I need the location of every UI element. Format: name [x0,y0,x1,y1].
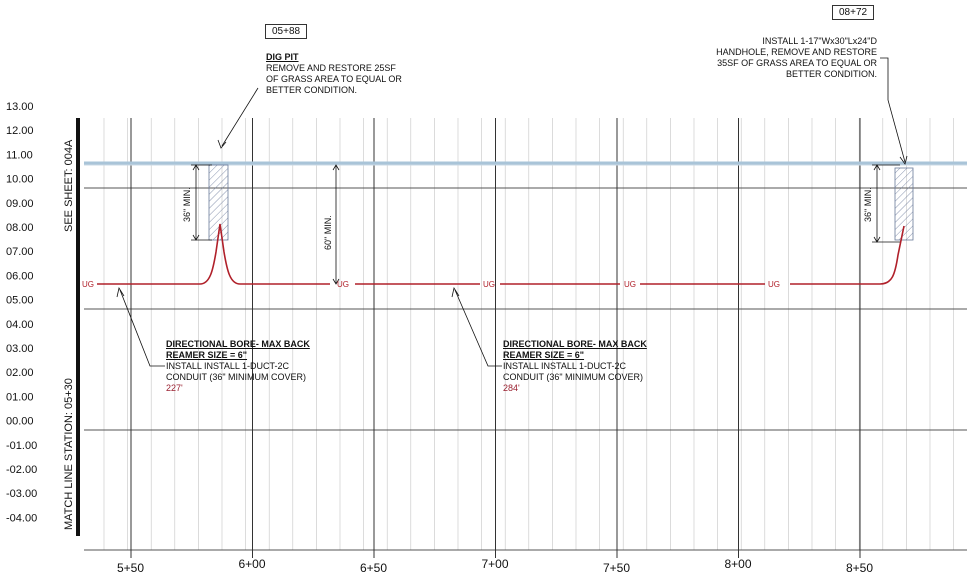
elevation-label: -04.00 [6,512,37,524]
handhole-station-box: 08+72 [832,5,875,20]
dig-pit-line: REMOVE AND RESTORE 25SF [266,63,396,73]
ug-label: UG [768,280,780,289]
elevation-label: 11.00 [6,149,33,161]
bore-2-leader-arrow [451,286,460,298]
elevation-label: 01.00 [6,391,34,403]
handhole-line: INSTALL 1-17"Wx30"Lx24"D [762,36,877,46]
pit-cover-label: 36" MIN. [182,187,192,222]
dig-pit-box [208,164,229,241]
station-label: 8+00 [725,557,752,571]
dig-pit-line: OF GRASS AREA TO EQUAL OR [266,74,402,84]
bore-1-line: INSTALL INSTALL 1-DUCT-2C [166,361,290,371]
dig-pit-leader [221,87,259,147]
handhole-callout: INSTALL 1-17"Wx30"Lx24"D HANDHOLE, REMOV… [716,36,877,80]
elevation-label: 12.00 [6,125,34,137]
handhole-box [894,167,914,241]
elevation-label: 06.00 [6,270,34,282]
dig-pit-station-box: 05+88 [265,24,308,39]
bore-1-subtitle: REAMER SIZE = 6" [166,350,248,360]
bore-2-leader [454,289,502,367]
elevation-label: -01.00 [6,440,37,452]
elevation-label: 00.00 [6,416,34,428]
match-line-label: MATCH LINE STATION: 05+30 [63,378,75,530]
ug-label: UG [82,280,94,289]
handhole-cover-label: 36" MIN. [863,187,873,222]
dig-pit-callout: DIG PIT REMOVE AND RESTORE 25SF OF GRASS… [266,52,402,96]
bore-2-subtitle: REAMER SIZE = 6" [503,350,585,360]
mid-cover-label: 60" MIN. [323,215,333,250]
elevation-label: 08.00 [6,222,34,234]
elevation-label: -03.00 [6,488,37,500]
handhole-line: BETTER CONDITION. [785,69,877,79]
ug-label: UG [483,280,495,289]
bore-2-callout: DIRECTIONAL BORE- MAX BACK REAMER SIZE =… [503,339,647,394]
station-label: 6+50 [360,561,387,575]
elevation-label: 05.00 [6,295,34,307]
elevation-axis: 13.00 12.00 11.00 10.00 09.00 08.00 07.00 06.00… [6,101,37,524]
handhole-line: 35SF OF GRASS AREA TO EQUAL OR [717,58,877,68]
bore-2-length: 284' [503,383,520,393]
elevation-label: 07.00 [6,246,34,258]
station-label: 7+00 [482,557,509,571]
elevation-label: 03.00 [6,343,34,355]
elevation-label: 10.00 [6,174,34,186]
elevation-label: 02.00 [6,367,34,379]
match-line-bar [76,118,80,536]
elevation-label: 09.00 [6,198,34,210]
ug-label: UG [624,280,636,289]
dig-pit-leader-arrow [217,139,227,149]
bore-1-line: CONDUIT (36" MINIMUM COVER) [166,372,307,382]
station-axis: 5+50 6+00 6+50 7+00 7+50 8+00 8+50 [117,557,873,575]
ug-label: UG [337,280,349,289]
elevation-label: -02.00 [6,464,37,476]
handhole-leader-arrow [899,155,908,165]
station-label: 8+50 [846,561,873,575]
bore-2-line: INSTALL INSTALL 1-DUCT-2C [503,361,627,371]
station-label: 5+50 [117,561,144,575]
elevation-label: 13.00 [6,101,34,113]
see-sheet-label: SEE SHEET: 004A [63,139,75,232]
handhole-leader [880,57,906,163]
bore-2-title: DIRECTIONAL BORE- MAX BACK [503,339,647,349]
bore-1-callout: DIRECTIONAL BORE- MAX BACK REAMER SIZE =… [166,339,310,394]
bore-1-leader [119,289,165,367]
elevation-label: 04.00 [6,319,34,331]
mid-cover-dimension [332,164,340,285]
bore-1-length: 227' [166,383,183,393]
station-label: 7+50 [603,561,630,575]
pit-cover-dimension [191,164,212,241]
handhole-line: HANDHOLE, REMOVE AND RESTORE [716,47,877,57]
bore-1-title: DIRECTIONAL BORE- MAX BACK [166,339,310,349]
bore-1-leader-arrow [116,286,125,298]
conduit-profile [97,223,905,285]
dig-pit-title: DIG PIT [266,52,299,62]
bore-2-line: CONDUIT (36" MINIMUM COVER) [503,372,644,382]
dig-pit-line: BETTER CONDITION. [266,85,358,95]
handhole-cover-dimension [872,164,900,243]
station-label: 6+00 [239,557,266,571]
